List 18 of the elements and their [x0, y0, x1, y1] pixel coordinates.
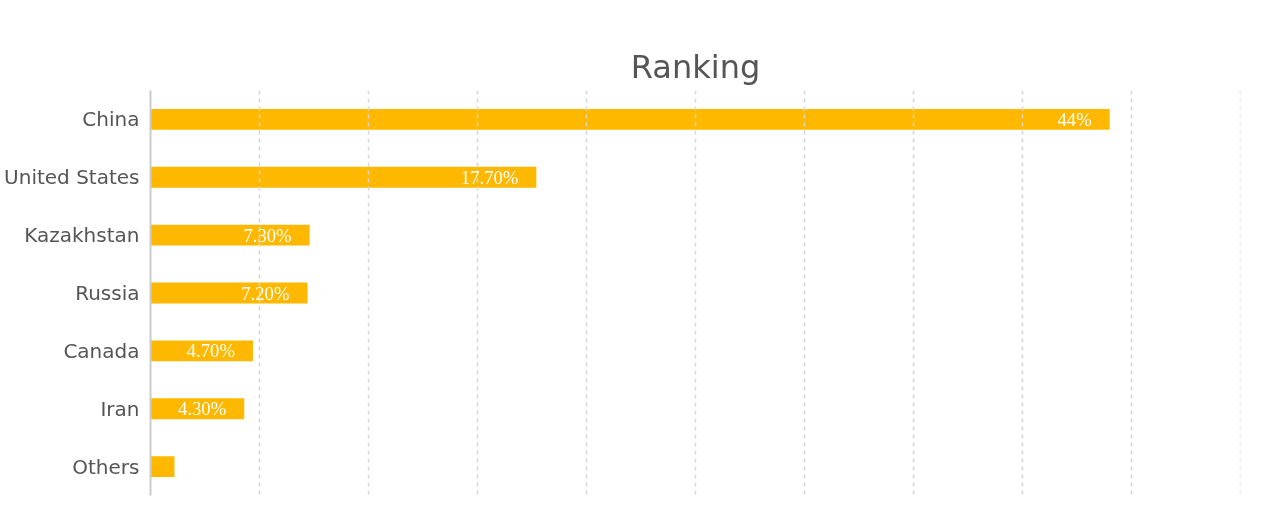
y-tick-label: Russia — [75, 281, 140, 305]
data-label: 7.30% — [243, 224, 292, 246]
bar — [150, 109, 1110, 130]
y-tick-label: Others — [72, 454, 140, 479]
y-tick-label: United States — [4, 165, 140, 190]
bar — [150, 456, 175, 477]
bar — [150, 224, 310, 246]
chart-title: Ranking — [630, 47, 761, 86]
data-label: 4.30% — [178, 398, 227, 420]
data-label: 4.70% — [186, 340, 235, 362]
data-label: 7.20% — [241, 282, 290, 304]
data-label: 17.70% — [460, 166, 519, 188]
y-tick-label: China — [82, 107, 140, 132]
y-tick-label: Canada — [63, 338, 140, 363]
data-label: 44% — [1057, 108, 1092, 130]
bar — [150, 166, 537, 188]
y-tick-label: Iran — [100, 396, 140, 421]
y-tick-label: Kazakhstan — [24, 223, 140, 248]
